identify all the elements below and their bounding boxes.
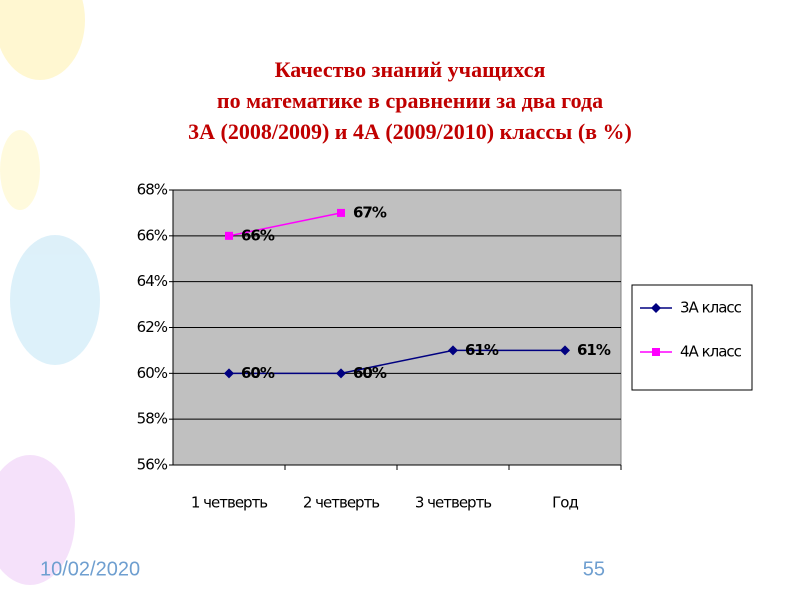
x-tick-label: 3 четверть (415, 494, 491, 512)
marker (448, 345, 458, 356)
marker (225, 231, 233, 240)
chart-title: по математике в сравнении за два года (217, 88, 603, 113)
marker (224, 368, 234, 379)
data-label: 60% (241, 364, 275, 382)
marker (560, 345, 570, 356)
data-label: 66% (241, 226, 275, 244)
series-line (228, 212, 342, 237)
series-line (229, 349, 565, 375)
data-label: 60% (353, 364, 387, 382)
balloon (0, 0, 85, 80)
marker (337, 208, 345, 217)
y-tick-label: 56% (137, 456, 168, 474)
data-label: 67% (353, 203, 387, 221)
y-tick-label: 66% (137, 226, 168, 244)
balloon (0, 130, 40, 210)
legend-label: 3А класс (680, 299, 742, 317)
balloon (0, 455, 75, 585)
x-tick-label: 1 четверть (191, 494, 267, 512)
page-number: 55 (583, 558, 605, 580)
date: 10/02/2020 (40, 558, 140, 580)
y-tick-label: 68% (137, 181, 168, 199)
x-tick-label: Год (552, 494, 578, 512)
marker (651, 303, 661, 313)
y-tick-label: 60% (137, 364, 168, 382)
data-label: 61% (465, 341, 499, 359)
legend-label: 4А класс (680, 343, 742, 361)
decoration (0, 0, 100, 585)
data-label: 61% (577, 341, 611, 359)
y-tick-label: 58% (137, 410, 168, 428)
legend (631, 284, 753, 391)
marker (336, 368, 346, 379)
marker (652, 348, 660, 356)
balloon (10, 235, 100, 365)
x-tick-label: 2 четверть (303, 494, 379, 512)
y-tick-label: 62% (137, 318, 168, 336)
chart-title: 3А (2008/2009) и 4А (2009/2010) классы (… (188, 119, 632, 144)
chart-title: Качество знаний учащихся (275, 57, 546, 82)
y-tick-label: 64% (137, 272, 168, 290)
